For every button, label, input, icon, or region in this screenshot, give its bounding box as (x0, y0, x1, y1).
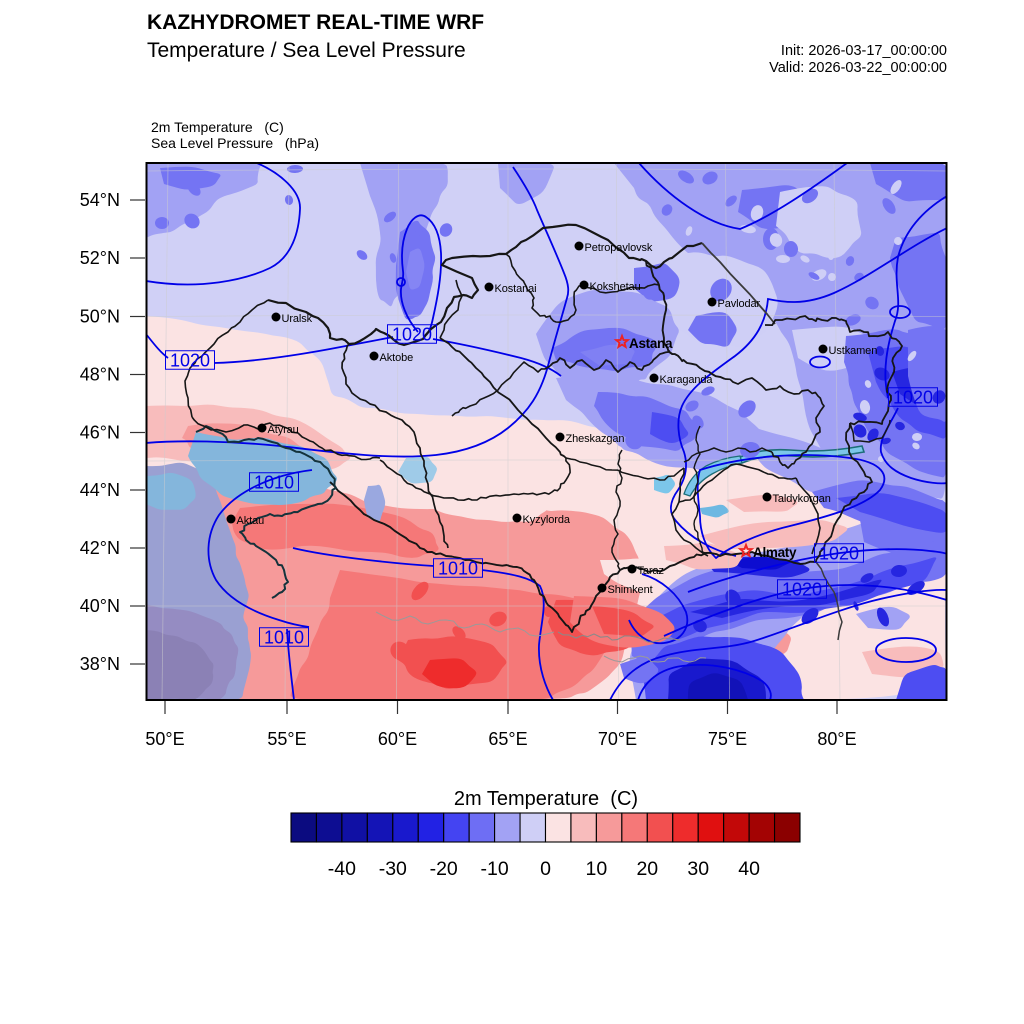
svg-text:-40: -40 (328, 858, 356, 880)
svg-text:Petropavlovsk: Petropavlovsk (585, 242, 653, 254)
svg-text:-30: -30 (379, 858, 407, 880)
svg-text:Taldykorgan: Taldykorgan (773, 493, 831, 505)
svg-text:Ustkamen: Ustkamen (829, 345, 878, 357)
svg-text:Uralsk: Uralsk (282, 313, 313, 325)
svg-text:Zheskazgan: Zheskazgan (566, 433, 625, 445)
svg-text:Kyzylorda: Kyzylorda (523, 514, 571, 526)
svg-text:10: 10 (586, 858, 608, 880)
svg-text:1020: 1020 (819, 544, 859, 564)
svg-text:46°N: 46°N (80, 423, 120, 443)
svg-text:30: 30 (687, 858, 709, 880)
svg-text:Almaty: Almaty (753, 545, 797, 560)
svg-text:Aktau: Aktau (237, 515, 265, 527)
svg-text:Init: 2026-03-17_00:00:00: Init: 2026-03-17_00:00:00 (781, 43, 947, 59)
svg-text:Taraz: Taraz (638, 565, 664, 577)
svg-text:Kostanai: Kostanai (495, 283, 537, 295)
svg-text:1020: 1020 (893, 388, 933, 408)
svg-text:55°E: 55°E (267, 729, 306, 749)
svg-text:54°N: 54°N (80, 190, 120, 210)
svg-text:Valid: 2026-03-22_00:00:00: Valid: 2026-03-22_00:00:00 (769, 60, 947, 76)
svg-text:1010: 1010 (264, 628, 304, 648)
svg-text:Temperature / Sea Level Pressu: Temperature / Sea Level Pressure (147, 39, 466, 62)
svg-text:1010: 1010 (438, 559, 478, 579)
svg-text:2m Temperature (C): 2m Temperature (C) (454, 788, 638, 810)
svg-text:Shimkent: Shimkent (608, 584, 653, 596)
svg-text:52°N: 52°N (80, 248, 120, 268)
svg-text:38°N: 38°N (80, 654, 120, 674)
svg-text:Pavlodar: Pavlodar (718, 298, 761, 310)
svg-text:0: 0 (540, 858, 551, 880)
svg-text:1010: 1010 (254, 473, 294, 493)
svg-text:Karaganda: Karaganda (660, 374, 714, 386)
svg-text:Astana: Astana (629, 336, 673, 351)
svg-text:-20: -20 (430, 858, 458, 880)
svg-text:1020: 1020 (392, 325, 432, 345)
svg-text:Sea Level Pressure (hPa): Sea Level Pressure (hPa) (151, 135, 319, 151)
svg-text:60°E: 60°E (378, 729, 417, 749)
svg-text:48°N: 48°N (80, 365, 120, 385)
svg-text:65°E: 65°E (488, 729, 527, 749)
svg-text:1020: 1020 (782, 580, 822, 600)
svg-text:KAZHYDROMET REAL-TIME WRF: KAZHYDROMET REAL-TIME WRF (147, 11, 484, 34)
svg-text:-10: -10 (481, 858, 509, 880)
svg-text:42°N: 42°N (80, 538, 120, 558)
svg-text:20: 20 (636, 858, 658, 880)
svg-text:40: 40 (738, 858, 760, 880)
svg-text:Atyrau: Atyrau (268, 424, 299, 436)
svg-text:75°E: 75°E (708, 729, 747, 749)
svg-text:Kokshetau: Kokshetau (590, 281, 641, 293)
svg-text:44°N: 44°N (80, 480, 120, 500)
svg-text:1020: 1020 (170, 351, 210, 371)
svg-text:Aktobe: Aktobe (380, 352, 414, 364)
svg-text:40°N: 40°N (80, 596, 120, 616)
svg-text:50°N: 50°N (80, 307, 120, 327)
svg-text:80°E: 80°E (817, 729, 856, 749)
svg-text:2m Temperature (C): 2m Temperature (C) (151, 119, 284, 135)
svg-text:70°E: 70°E (598, 729, 637, 749)
svg-text:50°E: 50°E (145, 729, 184, 749)
